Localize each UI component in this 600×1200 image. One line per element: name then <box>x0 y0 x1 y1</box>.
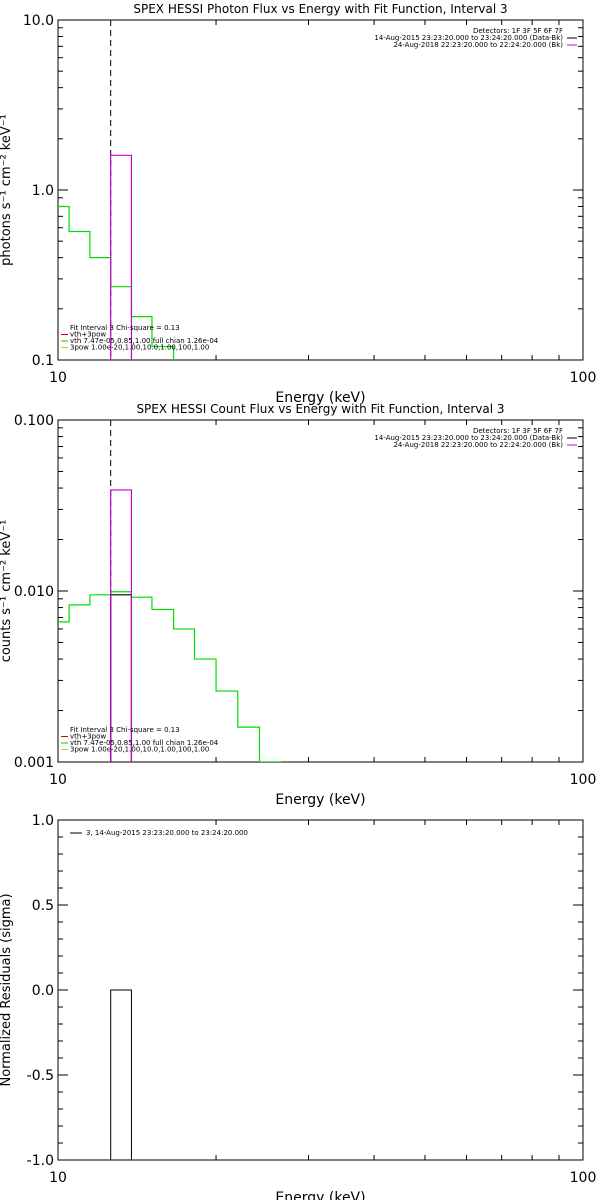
series-2-step-line <box>110 594 133 762</box>
y-tick-label: 0.001 <box>14 755 54 771</box>
series-3-step-line <box>110 489 133 762</box>
series-1-step-line <box>58 205 239 360</box>
fit-info-line: vth 7.47e-05,0.85,1.00 full chian 1.26e-… <box>70 739 219 747</box>
legend-entry: 14-Aug-2015 23:23:20.000 to 23:24:20.000… <box>374 434 563 442</box>
fit-info-line: 3pow 1.00e-20,1.00,10.0,1.00,100,1.00 <box>70 344 209 352</box>
legend-entry: Detectors: 1F 3F 5F 6F 7F <box>473 427 563 435</box>
y-tick-label: 0.5 <box>32 898 54 914</box>
y-tick-label: 0.1 <box>32 353 54 369</box>
y-axis-label: counts s⁻¹ cm⁻² keV⁻¹ <box>0 520 14 663</box>
series-1-step-line <box>58 591 302 762</box>
plot-frame <box>57 419 584 763</box>
y-axis-label: Normalized Residuals (sigma) <box>0 893 14 1086</box>
legend-entry: 24-Aug-2018 22:23:20.000 to 22:24:20.000… <box>393 441 563 449</box>
legend-entry: 3, 14-Aug-2015 23:23:20.000 to 23:24:20.… <box>86 829 248 837</box>
legend-entry: Detectors: 1F 3F 5F 6F 7F <box>473 27 563 35</box>
y-tick-label: 0.100 <box>14 413 54 429</box>
legend-entry: 14-Aug-2015 23:23:20.000 to 23:24:20.000… <box>374 34 563 42</box>
x-tick-label: 10 <box>49 1170 67 1186</box>
x-axis-label: Energy (keV) <box>275 792 365 808</box>
fit-info-line: Fit Interval 3 Chi-square = 0.13 <box>70 726 180 734</box>
chart-title: SPEX HESSI Count Flux vs Energy with Fit… <box>136 402 504 416</box>
legend-entry: 24-Aug-2018 22:23:20.000 to 22:24:20.000… <box>393 41 563 49</box>
x-tick-label: 100 <box>570 772 597 788</box>
y-tick-label: -0.5 <box>27 1068 54 1084</box>
x-axis-label: Energy (keV) <box>275 390 365 406</box>
fit-info-line: 3pow 1.00e-20,1.00,10.0,1.00,100,1.00 <box>70 746 209 754</box>
y-tick-label: 0.0 <box>32 983 54 999</box>
fit-info-line: vth+3pow <box>70 331 106 339</box>
plot-frame <box>57 819 584 1161</box>
fit-info-line: vth+3pow <box>70 733 106 741</box>
residual-bar <box>110 989 132 1161</box>
series-2-step-line <box>110 154 133 360</box>
y-tick-label: 1.0 <box>32 183 54 199</box>
x-axis-label: Energy (keV) <box>275 1190 365 1200</box>
fit-info-line: vth 7.47e-05,0.85,1.00 full chian 1.26e-… <box>70 337 219 345</box>
chart-title: SPEX HESSI Photon Flux vs Energy with Fi… <box>133 2 507 16</box>
plot-frame <box>57 19 584 361</box>
x-tick-label: 100 <box>570 1170 597 1186</box>
x-tick-label: 10 <box>49 370 67 386</box>
panel-1: SPEX HESSI Photon Flux vs Energy with Fi… <box>0 2 597 406</box>
y-tick-label: -1.0 <box>27 1153 54 1169</box>
y-tick-label: 0.010 <box>14 584 54 600</box>
x-tick-label: 10 <box>49 772 67 788</box>
y-tick-label: 10.0 <box>23 13 54 29</box>
y-axis-label: photons s⁻¹ cm⁻² keV⁻¹ <box>0 114 14 266</box>
fit-info-line: Fit Interval 3 Chi-square = 0.13 <box>70 324 180 332</box>
y-tick-label: 1.0 <box>32 813 54 829</box>
panel-2: SPEX HESSI Count Flux vs Energy with Fit… <box>0 402 597 808</box>
x-tick-label: 100 <box>570 370 597 386</box>
panel-3: 10 100 -1.0 -0.5 0.0 0.5 1.0 Energy (keV) Normal… <box>0 813 596 1200</box>
